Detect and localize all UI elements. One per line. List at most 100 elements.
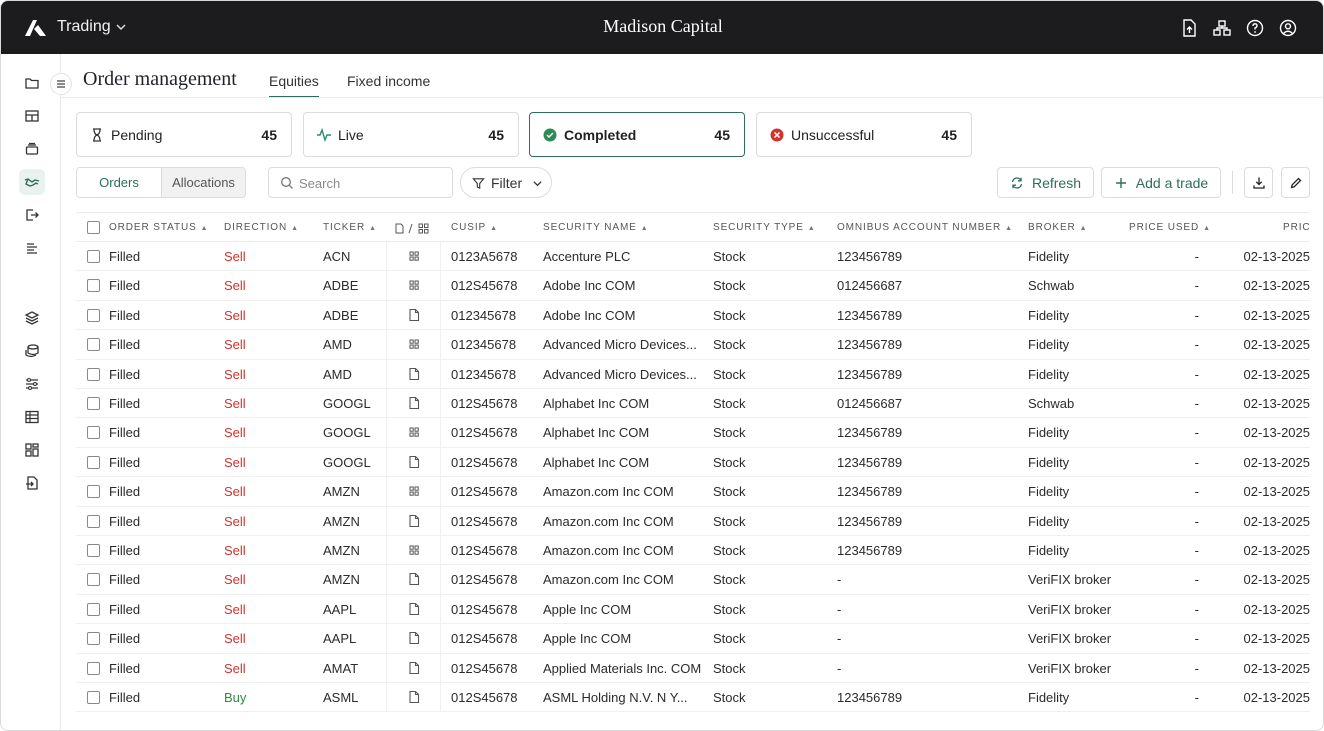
- text-lines-icon[interactable]: [19, 235, 45, 261]
- table-row[interactable]: Filled Sell GOOGL 012S45678 Alphabet Inc COM…: [76, 448, 1310, 478]
- row-checkbox[interactable]: [87, 573, 100, 587]
- order-status-cell: Filled: [109, 631, 141, 647]
- row-checkbox[interactable]: [87, 279, 100, 293]
- status-card-completed[interactable]: Completed 45: [529, 112, 745, 157]
- network-icon[interactable]: [1212, 18, 1232, 38]
- row-checkbox[interactable]: [87, 661, 100, 675]
- folder-icon[interactable]: [19, 70, 45, 96]
- date-cell: 02-13-2025: [1243, 337, 1311, 353]
- direction-cell: Sell: [224, 660, 246, 676]
- row-checkbox[interactable]: [87, 367, 100, 381]
- table-row[interactable]: Filled Sell AMD 012345678 Advanced Micro Dev…: [76, 330, 1311, 360]
- table-row[interactable]: Filled Sell GOOGL 012S45678 Alphabet Inc COM…: [76, 389, 1310, 419]
- collapse-sidebar-button[interactable]: [50, 73, 72, 95]
- table-icon[interactable]: [19, 103, 45, 129]
- brand-name: Madison Capital: [603, 16, 723, 36]
- account-number-cell: 123456789: [837, 425, 903, 441]
- app-switcher-label[interactable]: Trading: [57, 18, 111, 35]
- table-row[interactable]: Filled Sell AAPL 012S45678 Apple Inc COM Stoc…: [76, 595, 1310, 625]
- row-checkbox[interactable]: [87, 338, 100, 352]
- row-checkbox[interactable]: [87, 485, 100, 499]
- handshake-icon[interactable]: [19, 169, 45, 195]
- security-type-cell: Stock: [713, 396, 746, 411]
- dashboard-icon[interactable]: [19, 437, 45, 463]
- row-checkbox[interactable]: [87, 514, 100, 528]
- database-icon[interactable]: [19, 338, 45, 364]
- user-icon[interactable]: [1278, 18, 1298, 38]
- row-checkbox[interactable]: [87, 602, 100, 616]
- search-icon: [281, 177, 293, 189]
- broker-cell: Fidelity: [1028, 690, 1070, 705]
- select-all-checkbox[interactable]: [87, 221, 100, 234]
- status-card-pending[interactable]: Pending 45: [76, 112, 292, 157]
- spreadsheet-icon[interactable]: [19, 404, 45, 430]
- sliders-icon[interactable]: [19, 371, 45, 397]
- column-header[interactable]: Ticker ▲: [323, 222, 377, 233]
- export-icon[interactable]: [19, 202, 45, 228]
- column-header[interactable]: Pric: [1283, 222, 1310, 233]
- direction-cell: Sell: [224, 572, 246, 588]
- row-checkbox[interactable]: [87, 397, 100, 410]
- column-header[interactable]: Omnibus account number ▲: [837, 222, 1013, 233]
- direction-cell: Sell: [224, 631, 246, 647]
- file-import-icon[interactable]: [19, 470, 45, 496]
- view-orders-button[interactable]: Orders: [77, 168, 161, 197]
- column-header[interactable]: Order status ▲: [109, 222, 209, 233]
- add-trade-button[interactable]: Add a trade: [1101, 167, 1221, 198]
- row-checkbox[interactable]: [87, 632, 100, 646]
- table-row[interactable]: Filled Sell AMZN 012S45678 Amazon.com Inc CO…: [76, 565, 1310, 595]
- status-card-live[interactable]: Live 45: [303, 112, 519, 157]
- direction-cell: Sell: [224, 513, 246, 529]
- column-header[interactable]: Security name ▲: [543, 222, 649, 233]
- account-number-cell: 012456687: [837, 396, 903, 411]
- broker-cell: VeriFIX broker: [1028, 660, 1112, 676]
- chevron-down-icon[interactable]: [115, 21, 127, 33]
- layers-icon[interactable]: [19, 305, 45, 331]
- filter-button[interactable]: Filter: [460, 167, 552, 198]
- table-row[interactable]: Filled Sell GOOGL 012S45678 Alphabet Inc COM…: [76, 418, 1310, 448]
- edit-button[interactable]: [1281, 167, 1310, 198]
- document-icon: [409, 514, 420, 527]
- view-allocations-button[interactable]: Allocations: [161, 168, 245, 197]
- row-checkbox[interactable]: [87, 691, 100, 704]
- security-name-cell: Alphabet Inc COM: [543, 454, 650, 470]
- table-row[interactable]: Filled Sell AAPL 012S45678 Apple Inc COM Stoc…: [76, 624, 1310, 654]
- refresh-button[interactable]: Refresh: [997, 167, 1094, 198]
- row-checkbox[interactable]: [87, 308, 100, 322]
- row-checkbox[interactable]: [87, 426, 100, 440]
- row-checkbox[interactable]: [87, 455, 100, 469]
- security-name-cell: Alphabet Inc COM: [543, 425, 650, 441]
- table-row[interactable]: Filled Sell ACN 0123A5678 Accenture PLC Stock…: [76, 242, 1310, 272]
- inbox-icon[interactable]: [19, 136, 45, 162]
- download-button[interactable]: [1244, 167, 1273, 198]
- row-checkbox[interactable]: [87, 544, 100, 557]
- toolbar-divider: [1232, 171, 1233, 194]
- document-upload-icon[interactable]: [1179, 18, 1199, 38]
- table-row[interactable]: Filled Buy ASML 012S45678 ASML Holding N.V. …: [76, 683, 1310, 712]
- cusip-cell: 012S45678: [451, 454, 518, 470]
- tab-equities[interactable]: Equities: [269, 73, 319, 98]
- grid-icon: [409, 339, 419, 349]
- search-input[interactable]: [299, 174, 444, 192]
- table-row[interactable]: Filled Sell AMZN 012S45678 Amazon.com Inc CO…: [76, 536, 1310, 566]
- tab-fixed-income[interactable]: Fixed income: [347, 73, 431, 89]
- table-row[interactable]: Filled Sell ADBE 012345678 Adobe Inc COM Stoc…: [76, 301, 1310, 331]
- help-icon[interactable]: [1245, 18, 1265, 38]
- column-header-label: Pric: [1283, 222, 1310, 233]
- ticker-cell: AMD: [323, 337, 352, 353]
- table-row[interactable]: Filled Sell AMZN 012S45678 Amazon.com Inc CO…: [76, 507, 1310, 536]
- orders-table: Order status ▲ Direction ▲ Ticker ▲ Cusip ▲ …: [76, 212, 1310, 712]
- broker-cell: Fidelity: [1028, 337, 1070, 353]
- table-row[interactable]: Filled Sell ADBE 012S45678 Adobe Inc COM Stoc…: [76, 271, 1310, 301]
- column-header[interactable]: Cusip ▲: [451, 222, 498, 233]
- column-header[interactable]: Broker ▲: [1028, 222, 1087, 233]
- table-row[interactable]: Filled Sell AMAT 012S45678 Applied Materials…: [76, 654, 1310, 683]
- table-row[interactable]: Filled Sell AMZN 012S45678 Amazon.com Inc CO…: [76, 477, 1310, 507]
- row-checkbox[interactable]: [87, 250, 100, 263]
- column-header[interactable]: Security type ▲: [713, 222, 816, 233]
- status-card-unsuccessful[interactable]: Unsuccessful 45: [756, 112, 972, 157]
- column-header[interactable]: Price used ▲: [1129, 222, 1211, 233]
- column-header[interactable]: Direction ▲: [224, 222, 299, 233]
- table-row[interactable]: Filled Sell AMD 012345678 Advanced Micro Dev…: [76, 360, 1310, 389]
